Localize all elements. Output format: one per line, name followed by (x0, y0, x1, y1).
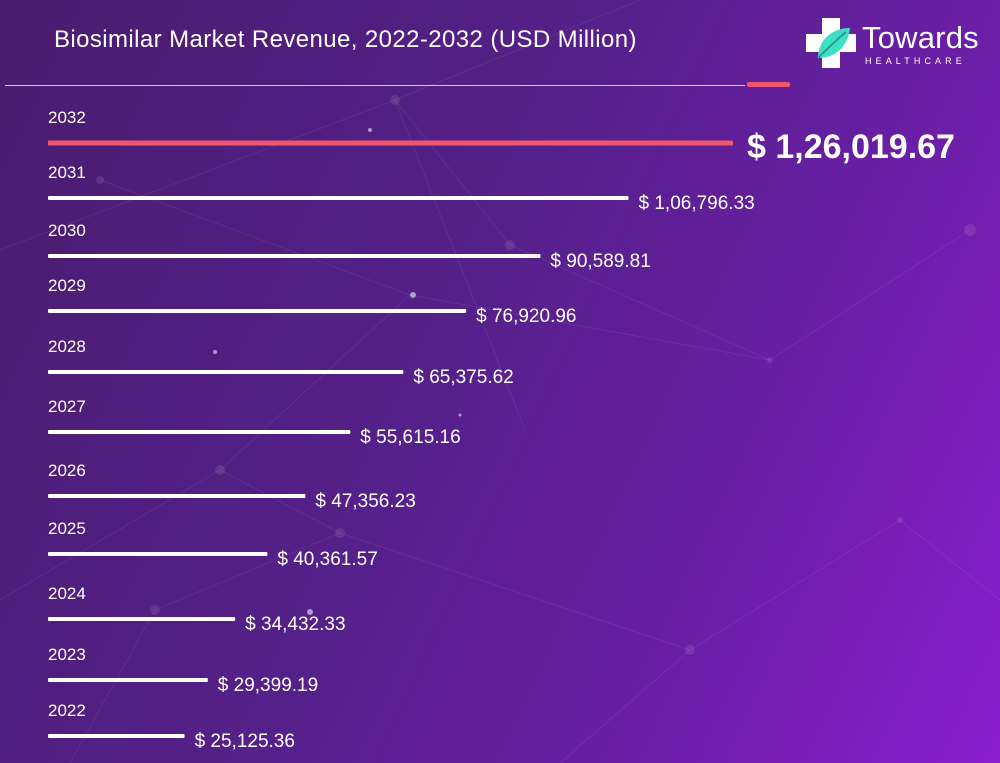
year-label-2023: 2023 (48, 645, 86, 664)
medical-cross-leaf-icon (806, 18, 856, 68)
year-label-2022: 2022 (48, 701, 86, 720)
logo-tagline: HEALTHCARE (865, 56, 966, 66)
bar-2031 (48, 196, 629, 200)
bar-2027 (48, 430, 351, 434)
year-label-2026: 2026 (48, 461, 86, 480)
bar-2029 (48, 309, 467, 313)
year-label-2028: 2028 (48, 337, 86, 356)
logo-wordmark: Towards (862, 20, 979, 55)
value-label-2031: $ 1,06,796.33 (639, 193, 755, 214)
value-label-2023: $ 29,399.19 (218, 675, 318, 696)
value-label-2025: $ 40,361.57 (277, 549, 377, 570)
bar-2023 (48, 678, 208, 682)
year-label-2032: 2032 (48, 108, 86, 127)
value-label-2027: $ 55,615.16 (360, 427, 460, 448)
year-label-2024: 2024 (48, 584, 86, 603)
header-accent-bar (747, 82, 790, 87)
value-label-2026: $ 47,356.23 (315, 491, 415, 512)
bar-2028 (48, 370, 404, 374)
value-label-2028: $ 65,375.62 (413, 367, 513, 388)
year-label-2025: 2025 (48, 519, 86, 538)
bar-2022 (48, 734, 185, 738)
year-label-2030: 2030 (48, 221, 86, 240)
value-label-2022: $ 25,125.36 (195, 731, 295, 752)
value-label-2030: $ 90,589.81 (550, 251, 650, 272)
bar-2032 (48, 140, 733, 146)
value-label-2024: $ 34,432.33 (245, 614, 345, 635)
year-label-2031: 2031 (48, 163, 86, 182)
towards-healthcare-logo: Towards HEALTHCARE (804, 14, 984, 74)
value-label-2032: $ 1,26,019.67 (747, 128, 955, 166)
bar-2024 (48, 617, 236, 621)
year-label-2027: 2027 (48, 397, 86, 416)
header-divider (5, 85, 745, 86)
bar-2026 (48, 494, 306, 498)
value-label-2029: $ 76,920.96 (476, 306, 576, 327)
chart-title: Biosimilar Market Revenue, 2022-2032 (US… (54, 26, 637, 53)
bar-2030 (48, 254, 541, 258)
year-label-2029: 2029 (48, 276, 86, 295)
bar-2025 (48, 552, 268, 556)
